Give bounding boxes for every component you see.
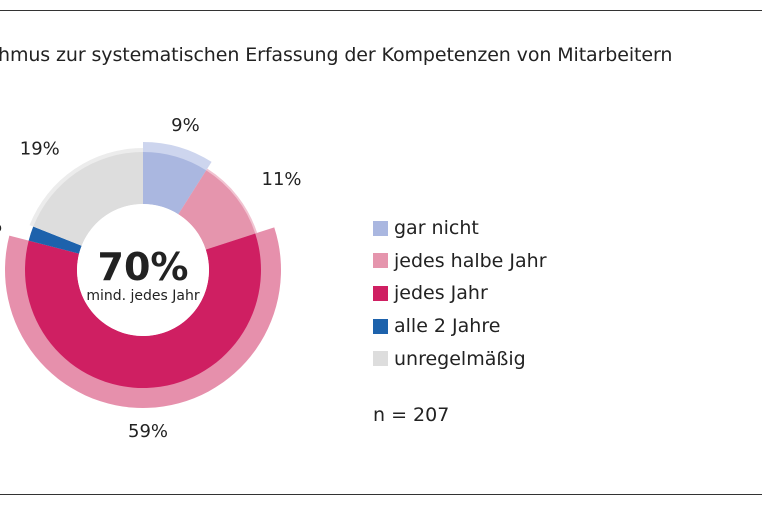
slice-label-jedes-jahr: 59% — [128, 421, 168, 442]
slice-gar-nicht — [143, 152, 207, 215]
center-value: 70% — [98, 245, 189, 289]
legend-item-gar-nicht: gar nicht — [373, 212, 547, 245]
slice-jedes-halbe-jahr — [178, 170, 256, 250]
legend: gar nicht jedes halbe Jahr jedes Jahr al… — [373, 212, 547, 375]
legend-swatch — [373, 253, 388, 269]
center-label: mind. jedes Jahr — [86, 288, 200, 304]
slice-alle-2-jahre — [28, 226, 82, 254]
slice-label-jedes-halbe-jahr: 11% — [262, 169, 302, 190]
bottom-rule — [0, 494, 762, 495]
slice-unregelmaessig — [33, 152, 143, 246]
donut-hole — [77, 204, 209, 336]
chart-title: hmus zur systematischen Erfassung der Ko… — [0, 44, 673, 66]
slice-label-unregelmaessig: 19% — [20, 139, 60, 160]
legend-swatch — [373, 285, 388, 301]
legend-label: alle 2 Jahre — [394, 315, 501, 338]
legend-swatch — [373, 220, 388, 236]
legend-item-jedes-jahr: jedes Jahr — [373, 277, 547, 310]
legend-swatch — [373, 351, 388, 367]
sample-size: n = 207 — [373, 404, 450, 426]
legend-item-unregelmaessig: unregelmäßig — [373, 342, 547, 375]
legend-label: unregelmäßig — [394, 347, 526, 370]
top-rule — [0, 10, 762, 11]
legend-swatch — [373, 318, 388, 334]
slice-jedes-jahr — [24, 233, 261, 388]
legend-label: jedes Jahr — [394, 282, 488, 305]
slice-label-alle-2-jahre: % — [0, 215, 2, 236]
legend-label: jedes halbe Jahr — [394, 249, 547, 272]
slice-label-gar-nicht: 9% — [171, 115, 200, 136]
legend-item-jedes-halbe-jahr: jedes halbe Jahr — [373, 245, 547, 278]
legend-label: gar nicht — [394, 217, 479, 240]
legend-item-alle-2-jahre: alle 2 Jahre — [373, 310, 547, 343]
